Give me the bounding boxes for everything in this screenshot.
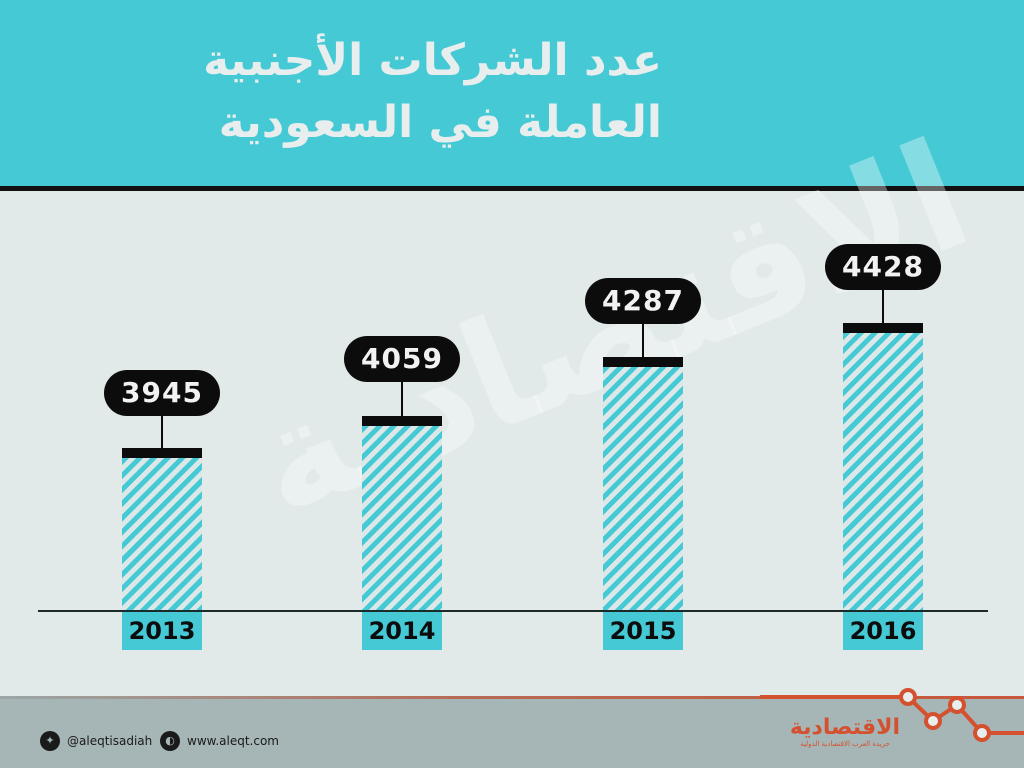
logo-wordmark: الاقتصادية xyxy=(789,715,901,740)
value-label-2015: 4287 xyxy=(585,278,701,324)
value-label-2013: 3945 xyxy=(104,370,220,416)
website-url: www.aleqt.com xyxy=(187,734,279,748)
year-label-2013: 2013 xyxy=(122,612,202,650)
title-line-1: عدد الشركات الأجنبية xyxy=(203,35,662,86)
bar-cap-2014 xyxy=(362,416,442,426)
bar-cap-2013 xyxy=(122,448,202,458)
website-link[interactable]: ◐ www.aleqt.com xyxy=(160,731,279,751)
footer-accent-line xyxy=(0,696,1024,699)
bar-cap-2015 xyxy=(603,357,683,367)
bar-cap-2016 xyxy=(843,323,923,333)
globe-icon: ◐ xyxy=(160,731,180,751)
value-stem-2016 xyxy=(882,290,884,323)
twitter-handle: @aleqtisadiah xyxy=(67,734,153,748)
x-axis-baseline xyxy=(38,610,988,612)
year-label-2016: 2016 xyxy=(843,612,923,650)
chart-title: عدد الشركات الأجنبية العاملة في السعودية xyxy=(203,30,662,154)
twitter-link[interactable]: ✦ @aleqtisadiah xyxy=(40,731,152,751)
trend-line-icon xyxy=(760,688,1024,742)
year-label-2015: 2015 xyxy=(603,612,683,650)
bar-2016 xyxy=(843,333,923,612)
value-label-2016: 4428 xyxy=(825,244,941,290)
value-stem-2014 xyxy=(401,382,403,416)
header-banner xyxy=(0,0,1024,186)
title-line-2: العاملة في السعودية xyxy=(218,97,662,148)
header-divider xyxy=(0,186,1024,191)
value-label-2014: 4059 xyxy=(344,336,460,382)
logo-tagline: جريدة العرب الاقتصادية الدولية xyxy=(800,740,890,748)
value-stem-2013 xyxy=(161,416,163,448)
publisher-logo: الاقتصادية جريدة العرب الاقتصادية الدولي… xyxy=(785,716,905,749)
bar-2015 xyxy=(603,367,683,612)
value-stem-2015 xyxy=(642,324,644,357)
bar-2014 xyxy=(362,426,442,612)
twitter-icon: ✦ xyxy=(40,731,60,751)
year-label-2014: 2014 xyxy=(362,612,442,650)
bar-2013 xyxy=(122,458,202,612)
